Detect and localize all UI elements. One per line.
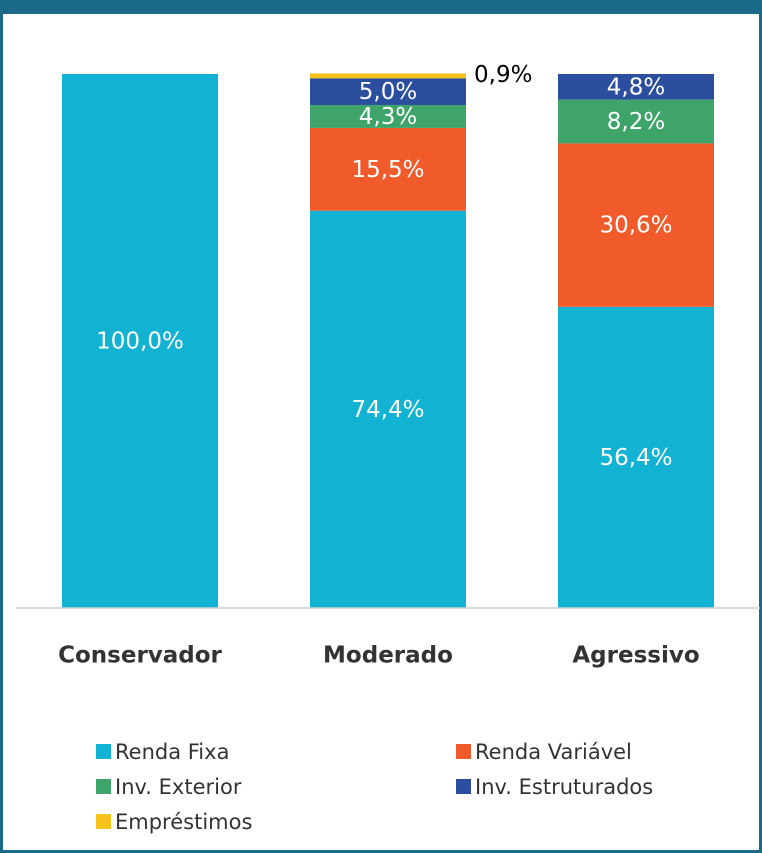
legend-label: Renda Variável (475, 740, 632, 764)
header-bar (0, 0, 762, 14)
bar-segment (62, 74, 218, 608)
bar-segment (310, 127, 466, 211)
data-label: 56,4% (599, 445, 672, 471)
bar-segment (310, 78, 466, 105)
legend-label: Renda Fixa (115, 740, 229, 764)
legend-label: Empréstimos (115, 810, 252, 834)
bar-segment (310, 73, 466, 79)
legend-label: Inv. Estruturados (475, 775, 653, 799)
data-label: 8,2% (607, 109, 665, 135)
data-label: 74,4% (351, 397, 424, 423)
legend-swatch (96, 744, 111, 759)
bar-segment (558, 99, 714, 144)
data-label: 15,5% (351, 157, 424, 183)
data-label: 4,8% (607, 74, 665, 100)
bar-segment (310, 104, 466, 128)
legend-label: Inv. Exterior (115, 775, 242, 799)
bar-segment (558, 306, 714, 608)
bar-segment (558, 74, 714, 100)
bar-segment (558, 143, 714, 307)
bar-segment (310, 210, 466, 609)
data-label: 100,0% (96, 329, 184, 355)
legend-swatch (96, 814, 111, 829)
data-label: 0,9% (474, 62, 532, 88)
legend-swatch (456, 744, 471, 759)
data-label: 30,6% (599, 213, 672, 239)
data-label: 5,0% (359, 79, 417, 105)
x-tick-label: Moderado (323, 643, 453, 669)
data-label: 4,3% (359, 104, 417, 130)
legend-swatch (96, 779, 111, 794)
x-tick-label: Agressivo (572, 643, 699, 669)
legend-swatch (456, 779, 471, 794)
x-tick-label: Conservador (58, 643, 222, 669)
